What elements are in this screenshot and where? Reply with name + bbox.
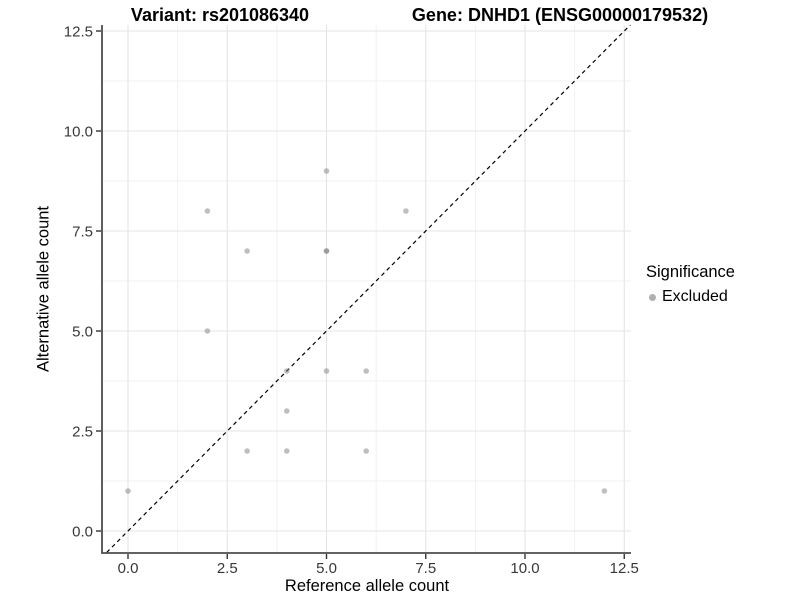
scatter-point: [363, 368, 370, 374]
legend-title: Significance: [646, 263, 735, 281]
scatter-point: [601, 488, 608, 494]
legend-item-label: Excluded: [662, 288, 728, 305]
y-axis-title: Alternative allele count: [34, 205, 53, 373]
gene-title: Gene: DNHD1 (ENSG00000179532): [411, 5, 709, 25]
scatter-point: [363, 448, 370, 454]
scatter-point: [284, 408, 290, 414]
x-axis-title: Reference allele count: [284, 577, 450, 595]
y-tick-label: 0.0: [72, 523, 93, 540]
scatter-point: [244, 248, 250, 254]
scatter-point: [323, 168, 330, 174]
axis-lines: [101, 25, 631, 554]
scatter-point: [125, 488, 131, 494]
scatter-point: [284, 368, 290, 374]
scatter-point: [204, 328, 211, 334]
y-tick-label: 10.0: [64, 123, 93, 140]
legend-item-excluded: Excluded: [646, 288, 735, 306]
legend: Significance Excluded: [646, 263, 735, 306]
x-tick-label: 0.0: [118, 560, 139, 577]
variant-title: Variant: rs201086340: [130, 5, 310, 25]
y-tick-label: 5.0: [72, 323, 93, 340]
scatter-point: [403, 208, 409, 214]
excluded-point-icon: [649, 293, 656, 301]
plot-panel: [102, 25, 631, 553]
x-tick-label: 2.5: [217, 560, 238, 577]
identity-dashed-line: [105, 25, 631, 553]
y-tick-label: 2.5: [72, 423, 93, 440]
scatter-point: [204, 208, 211, 214]
scatter-point: [323, 248, 330, 254]
x-tick-label: 7.5: [415, 560, 436, 577]
x-tick-label: 10.0: [510, 560, 539, 577]
y-tick-label: 12.5: [64, 23, 93, 40]
x-tick-label: 12.5: [610, 560, 639, 577]
scatter-point: [244, 448, 250, 454]
scatter-point: [323, 368, 330, 374]
scatter-point: [284, 448, 290, 454]
x-tick-label: 5.0: [316, 560, 337, 577]
y-tick-label: 7.5: [72, 223, 93, 240]
